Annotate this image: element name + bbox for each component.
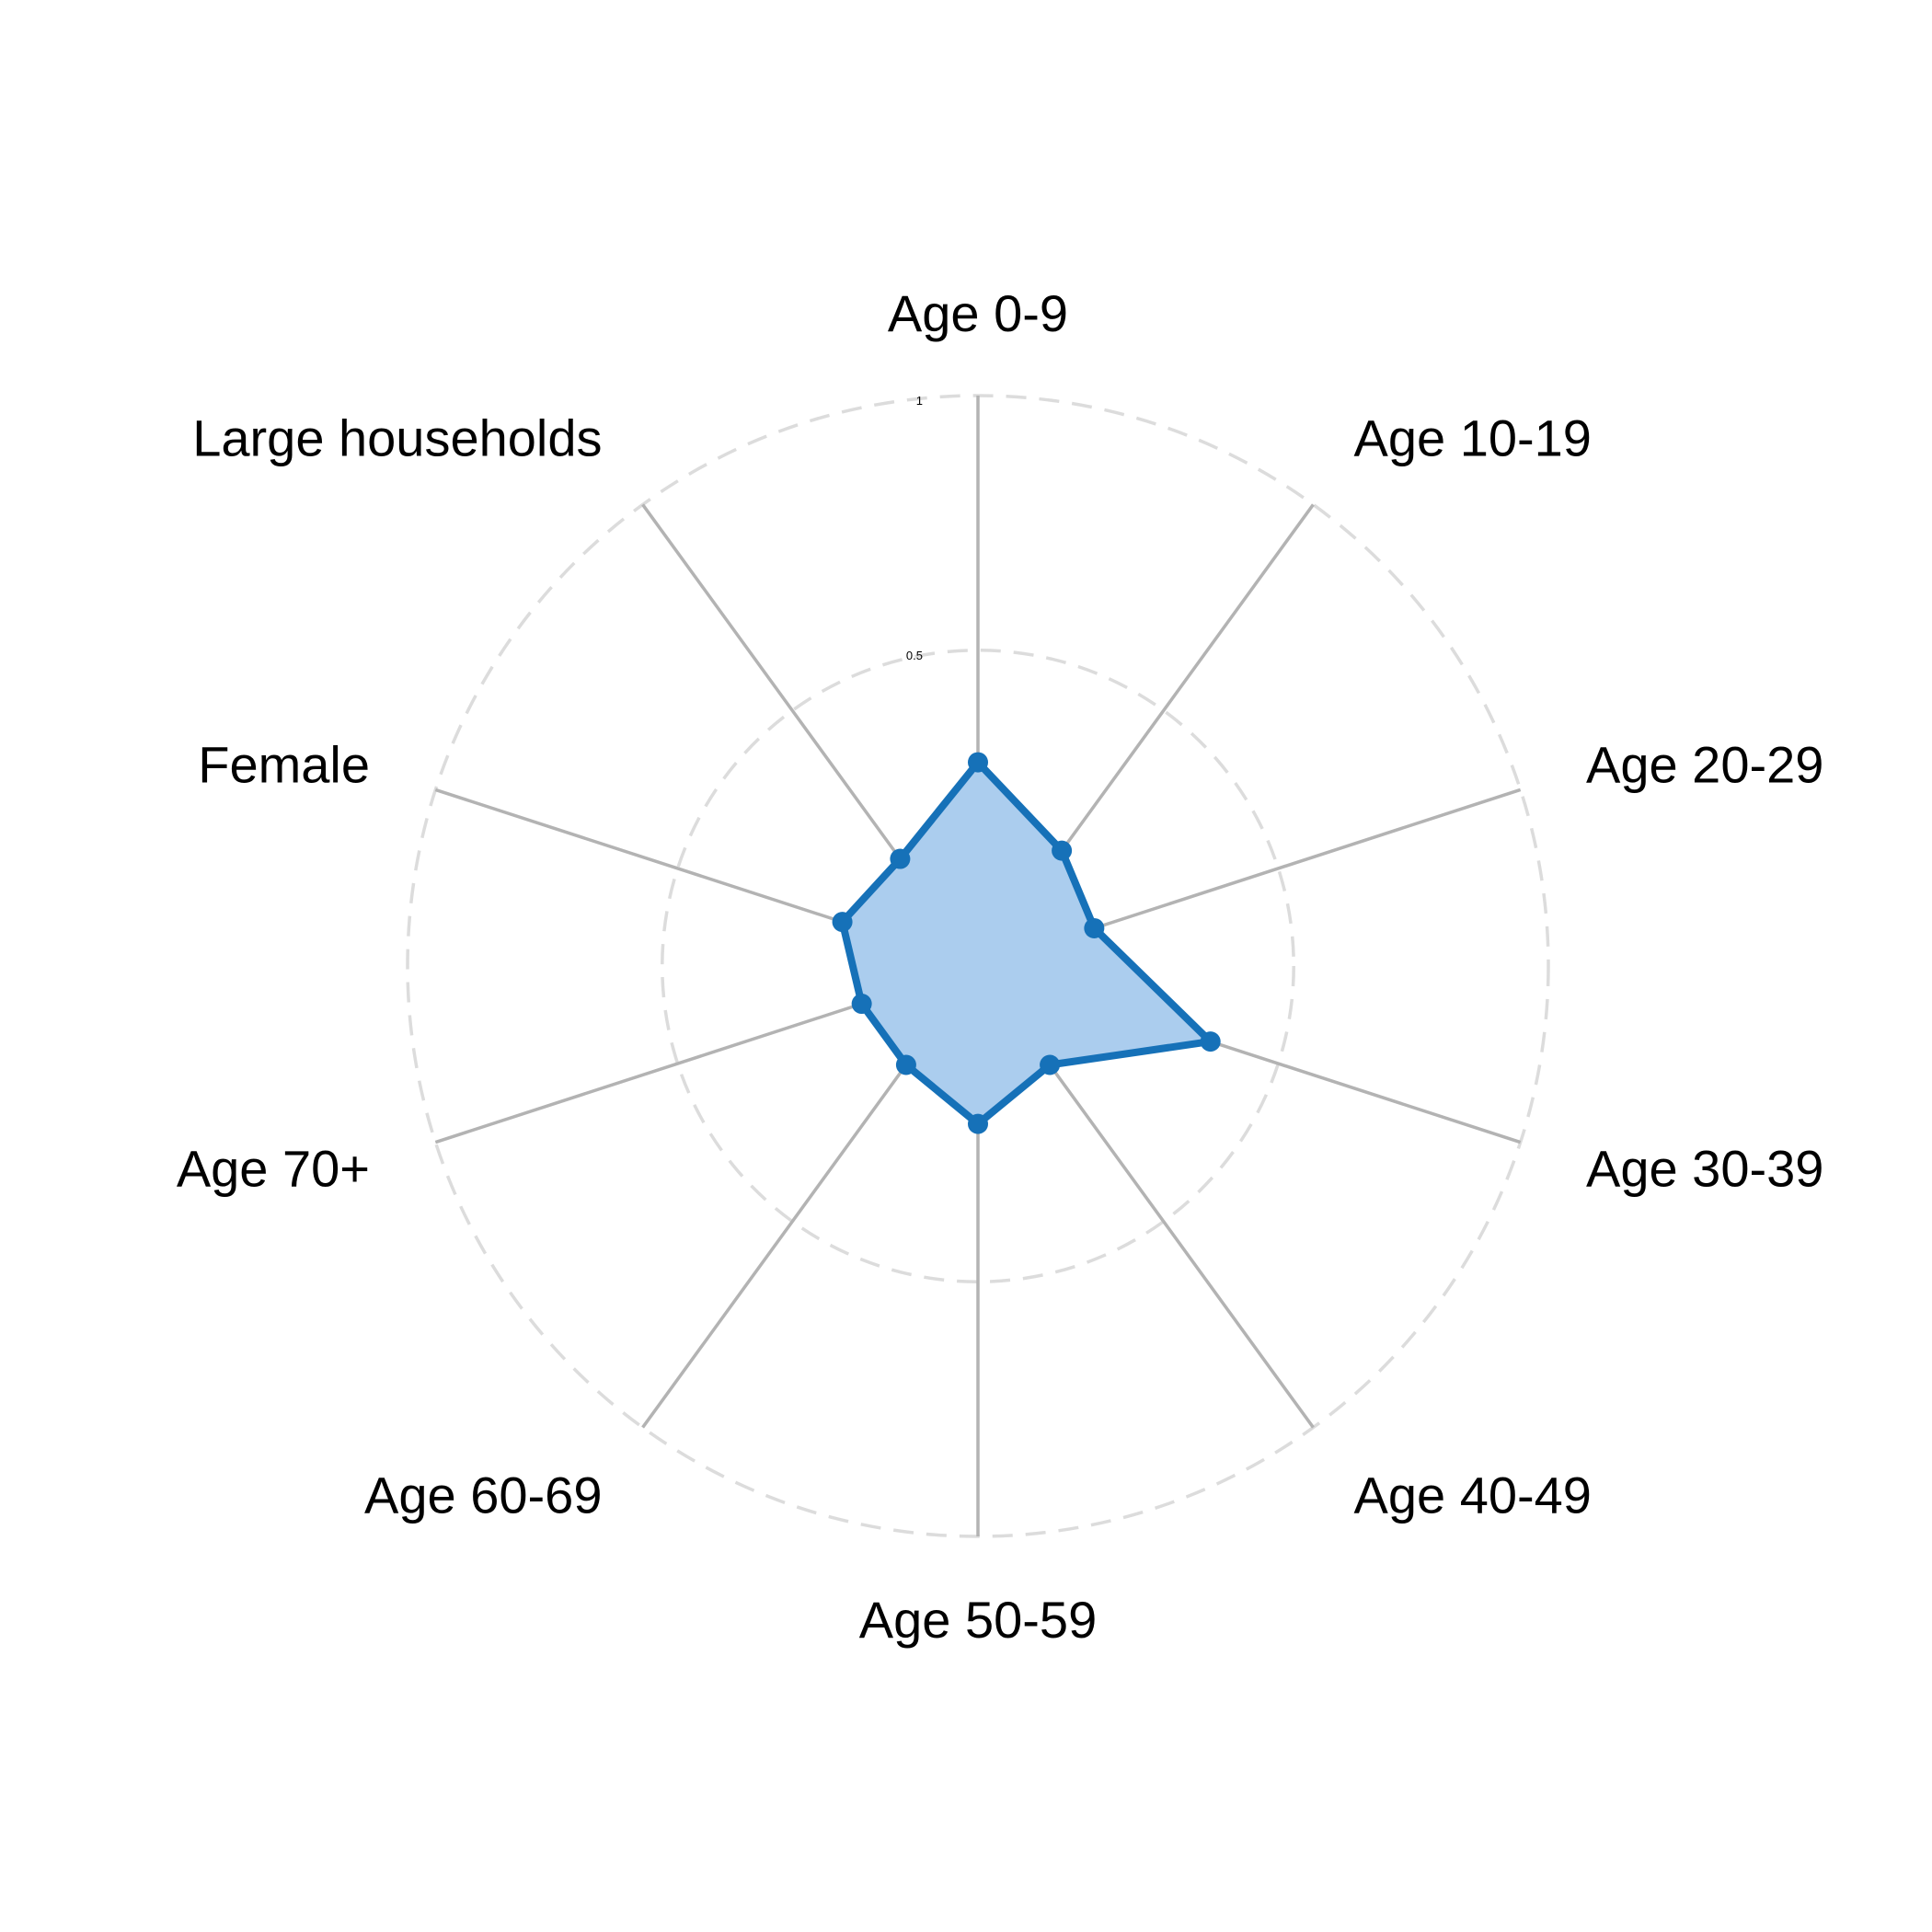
data-point — [851, 994, 872, 1015]
category-label: Age 30-39 — [1586, 1139, 1823, 1197]
category-label: Female — [198, 736, 370, 794]
tick-label: 1 — [916, 394, 923, 408]
data-point — [1200, 1031, 1221, 1052]
category-label: Age 10-19 — [1354, 409, 1592, 467]
data-point — [1052, 840, 1073, 861]
grid-ring-1 — [661, 649, 1295, 1283]
category-label: Age 60-69 — [364, 1466, 602, 1524]
data-series — [832, 752, 1221, 1134]
data-point — [968, 752, 988, 773]
data-point — [890, 848, 911, 869]
data-point — [832, 912, 853, 933]
category-label: Age 70+ — [177, 1139, 370, 1197]
category-label: Age 40-49 — [1354, 1466, 1592, 1524]
category-label: Age 0-9 — [888, 284, 1068, 342]
category-label: Large households — [192, 409, 602, 467]
category-label: Age 50-59 — [859, 1591, 1097, 1649]
tick-label: 0.5 — [906, 649, 923, 662]
data-point — [968, 1113, 988, 1134]
category-labels: Age 0-9 Age 10-19 Age 20-29 Age 30-39 Age 40… — [177, 284, 1824, 1649]
data-point — [1040, 1054, 1061, 1075]
category-label: Age 20-29 — [1586, 736, 1823, 794]
data-point — [895, 1054, 916, 1075]
data-point — [1084, 917, 1105, 938]
